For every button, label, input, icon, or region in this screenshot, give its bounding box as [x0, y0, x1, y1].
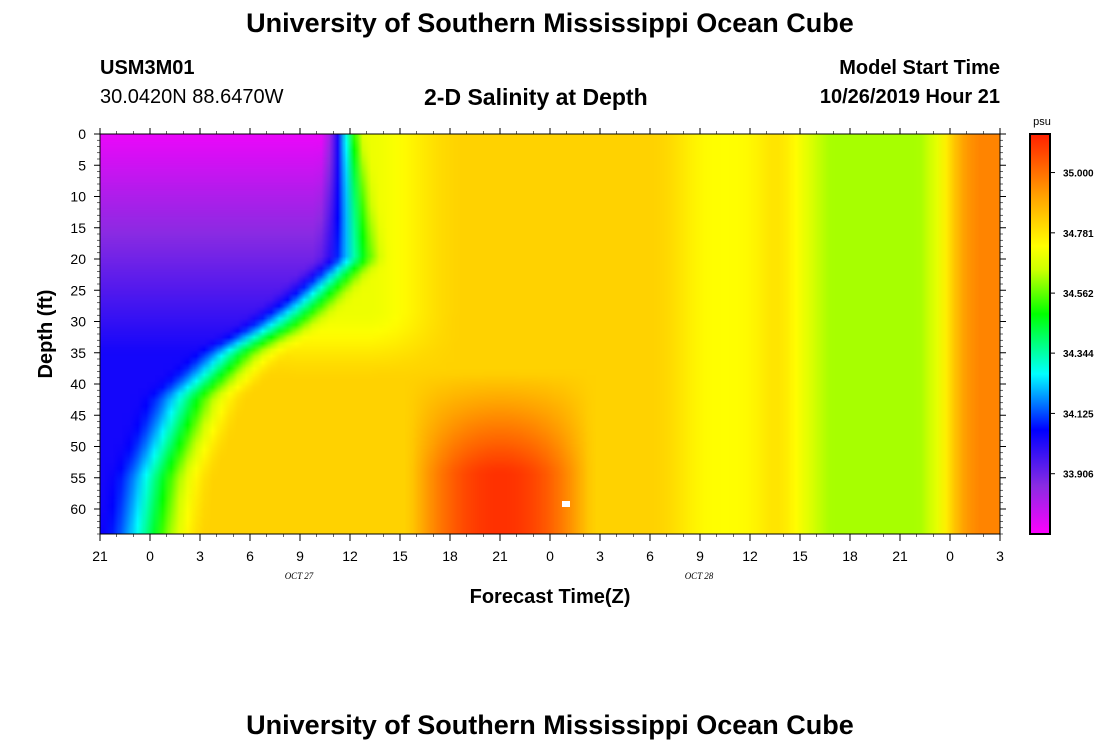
x-tick-label: 6: [646, 548, 654, 564]
y-tick-label: 10: [70, 189, 86, 205]
y-tick-label: 60: [70, 501, 86, 517]
colorbar-tick-label: 34.781: [1063, 229, 1094, 240]
x-tick-label: 6: [246, 548, 254, 564]
salinity-heatmap: [100, 134, 1000, 534]
x-tick-label: 0: [146, 548, 154, 564]
x-tick-label: 3: [196, 548, 204, 564]
x-tick-label: 18: [442, 548, 458, 564]
date-label: OCT 28: [685, 571, 714, 581]
x-axis-title: Forecast Time(Z): [470, 586, 631, 608]
x-tick-label: 12: [742, 548, 758, 564]
colorbar-tick-label: 34.125: [1063, 409, 1094, 420]
x-tick-label: 15: [392, 548, 408, 564]
y-tick-label: 40: [70, 376, 86, 392]
x-tick-label: 21: [92, 548, 108, 564]
station-id: USM3M01: [100, 57, 195, 79]
y-tick-label: 30: [70, 314, 86, 330]
date-label: OCT 27: [285, 571, 314, 581]
x-tick-label: 12: [342, 548, 358, 564]
colorbar-tick-label: 35.000: [1063, 169, 1094, 180]
y-axis: 0 5 10 15 20 25 30 35 40 45 50 55 60: [70, 126, 1006, 535]
y-tick-label: 25: [70, 282, 86, 298]
x-tick-label: 21: [892, 548, 908, 564]
model-start-label: Model Start Time: [839, 57, 1000, 79]
x-axis: 21 0 3 6 9 12 15 18 21 0 3 6 9 12 15 18 21 0 3: [92, 128, 1004, 564]
heatmap-blank-cell: [562, 501, 570, 507]
colorbar: [1029, 133, 1051, 535]
x-tick-label: 3: [996, 548, 1004, 564]
colorbar-tick-label: 34.562: [1063, 289, 1094, 300]
y-tick-label: 55: [70, 470, 86, 486]
x-tick-label: 9: [296, 548, 304, 564]
colorbar-tick-label: 34.344: [1063, 349, 1094, 360]
y-tick-label: 0: [78, 126, 86, 142]
colorbar-tick-label: 33.906: [1063, 470, 1094, 481]
page-title: University of Southern Mississippi Ocean…: [246, 8, 854, 38]
station-location: 30.0420N 88.6470W: [100, 86, 284, 108]
x-tick-label: 21: [492, 548, 508, 564]
y-tick-label: 15: [70, 220, 86, 236]
y-tick-label: 35: [70, 345, 86, 361]
x-tick-label: 0: [946, 548, 954, 564]
chart-title: 2-D Salinity at Depth: [424, 84, 648, 110]
colorbar-ticks: 35.000 34.781 34.562 34.344 34.125 33.906: [1050, 169, 1094, 481]
y-axis-title: Depth (ft): [35, 290, 57, 379]
footer-title: University of Southern Mississippi Ocean…: [246, 710, 854, 740]
x-tick-label: 9: [696, 548, 704, 564]
colorbar-unit: psu: [1033, 116, 1051, 128]
y-tick-label: 50: [70, 439, 86, 455]
model-start-value: 10/26/2019 Hour 21: [819, 86, 1000, 108]
x-tick-label: 3: [596, 548, 604, 564]
x-tick-label: 0: [546, 548, 554, 564]
x-tick-label: 18: [842, 548, 858, 564]
y-tick-label: 20: [70, 251, 86, 267]
y-tick-label: 45: [70, 407, 86, 423]
date-labels: OCT 27 OCT 28: [285, 571, 714, 581]
x-tick-label: 15: [792, 548, 808, 564]
y-tick-label: 5: [78, 157, 86, 173]
